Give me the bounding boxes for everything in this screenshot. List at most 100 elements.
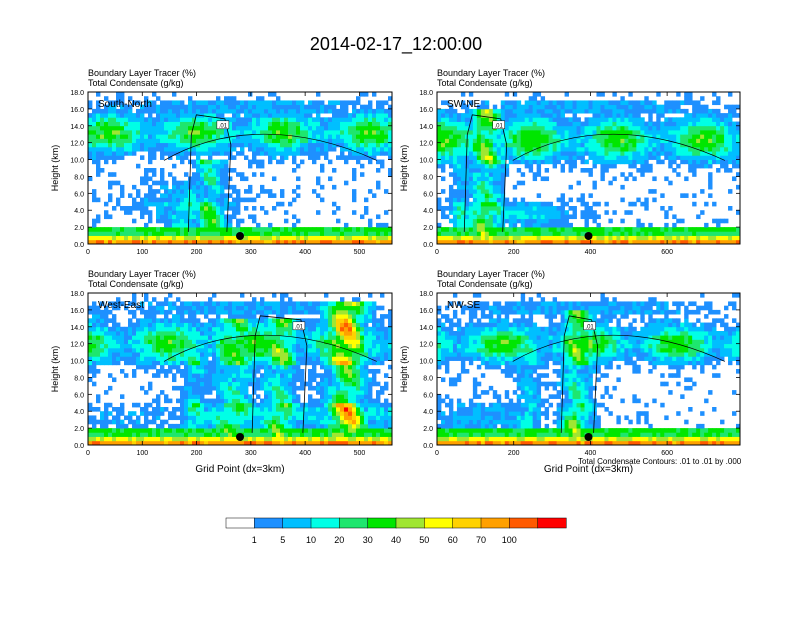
heatmap-cell (120, 122, 124, 127)
heatmap-cell (224, 407, 228, 412)
heatmap-cell (553, 105, 557, 110)
heatmap-cell (529, 100, 533, 105)
heatmap-cell (256, 231, 260, 236)
heatmap-cell (573, 117, 577, 122)
heatmap-cell (541, 126, 545, 131)
heatmap-cell (204, 202, 208, 207)
heatmap-cell (481, 164, 485, 169)
heatmap-cell (672, 100, 676, 105)
heatmap-cell (240, 306, 244, 311)
heatmap-cell (340, 138, 344, 143)
heatmap-cell (441, 160, 445, 165)
heatmap-cell (120, 117, 124, 122)
heatmap-cell (244, 227, 248, 232)
heatmap-cell (248, 415, 252, 420)
heatmap-cell (228, 411, 232, 416)
heatmap-cell (260, 164, 264, 169)
heatmap-cell (545, 160, 549, 165)
heatmap-cell (600, 138, 604, 143)
heatmap-cell (204, 428, 208, 433)
heatmap-cell (612, 109, 616, 114)
heatmap-cell (461, 176, 465, 181)
heatmap-cell (212, 147, 216, 152)
heatmap-cell (545, 151, 549, 156)
heatmap-cell (200, 138, 204, 143)
heatmap-cell (692, 122, 696, 127)
heatmap-cell (493, 214, 497, 219)
heatmap-cell (648, 143, 652, 148)
heatmap-cell (533, 130, 537, 135)
heatmap-cell (224, 377, 228, 382)
heatmap-cell (184, 424, 188, 429)
heatmap-cell (332, 236, 336, 241)
heatmap-cell (360, 105, 364, 110)
heatmap-cell (232, 206, 236, 211)
heatmap-cell (220, 415, 224, 420)
heatmap-cell (632, 138, 636, 143)
heatmap-cell (664, 109, 668, 114)
heatmap-cell (288, 134, 292, 139)
location-marker (236, 232, 244, 240)
heatmap-cell (100, 428, 104, 433)
heatmap-cell (648, 117, 652, 122)
heatmap-cell (92, 352, 96, 357)
heatmap-cell (604, 236, 608, 241)
heatmap-cell (172, 432, 176, 437)
heatmap-cell (232, 113, 236, 118)
heatmap-cell (308, 122, 312, 127)
heatmap-cell (592, 109, 596, 114)
heatmap-cell (232, 415, 236, 420)
heatmap-cell (232, 399, 236, 404)
heatmap-cell (509, 134, 513, 139)
heatmap-cell (92, 189, 96, 194)
heatmap-cell (581, 122, 585, 127)
heatmap-cell (204, 386, 208, 391)
heatmap-cell (704, 109, 708, 114)
heatmap-cell (360, 155, 364, 160)
heatmap-cell (92, 331, 96, 336)
heatmap-cell (200, 356, 204, 361)
heatmap-cell (224, 348, 228, 353)
heatmap-cell (469, 227, 473, 232)
heatmap-cell (624, 122, 628, 127)
heatmap-cell (628, 147, 632, 152)
heatmap-cell (128, 432, 132, 437)
heatmap-cell (220, 323, 224, 328)
heatmap-cell (152, 323, 156, 328)
heatmap-cell (164, 231, 168, 236)
heatmap-cell (236, 373, 240, 378)
heatmap-cell (104, 420, 108, 425)
heatmap-cell (672, 134, 676, 139)
heatmap-cell (236, 399, 240, 404)
heatmap-cell (168, 318, 172, 323)
heatmap-cell (164, 143, 168, 148)
heatmap-cell (176, 407, 180, 412)
heatmap-cell (672, 168, 676, 173)
heatmap-cell (469, 138, 473, 143)
heatmap-cell (152, 432, 156, 437)
heatmap-cell (465, 122, 469, 127)
heatmap-cell (473, 214, 477, 219)
heatmap-cell (660, 193, 664, 198)
heatmap-cell (676, 130, 680, 135)
heatmap-cell (124, 147, 128, 152)
heatmap-cell (688, 100, 692, 105)
heatmap-cell (336, 155, 340, 160)
heatmap-cell (224, 301, 228, 306)
y-tick-label: 6.0 (423, 191, 433, 198)
heatmap-cell (220, 403, 224, 408)
heatmap-cell (252, 323, 256, 328)
heatmap-cell (344, 105, 348, 110)
y-tick-label: 0.0 (423, 242, 433, 249)
heatmap-cell (557, 155, 561, 160)
heatmap-cell (188, 365, 192, 370)
heatmap-cell (529, 105, 533, 110)
heatmap-cell (636, 117, 640, 122)
heatmap-cell (352, 130, 356, 135)
heatmap-cell (192, 377, 196, 382)
heatmap-cell (116, 344, 120, 349)
heatmap-cell (668, 105, 672, 110)
heatmap-cell (136, 323, 140, 328)
heatmap-cell (680, 130, 684, 135)
heatmap-cell (276, 96, 280, 101)
